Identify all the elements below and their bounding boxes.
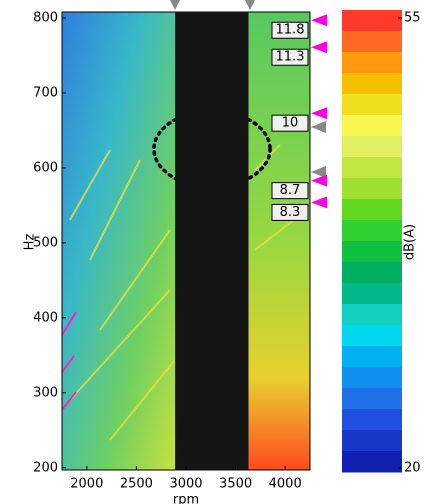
grey-marker	[170, 0, 180, 10]
x-tick-label: 4000	[269, 477, 302, 492]
colorbar-band	[342, 451, 402, 473]
order-streaks	[69, 144, 301, 441]
colorbar-tick-label: 55	[404, 11, 421, 26]
colorbar-band	[342, 31, 402, 53]
colorbar-band	[342, 325, 402, 347]
colorbar-tick-label: 20	[404, 461, 421, 476]
spectrum-right	[248, 12, 310, 470]
order-label: 8.7	[280, 183, 301, 198]
y-tick-label: 200	[33, 460, 58, 475]
spectrum-left	[62, 12, 175, 470]
order-marker	[311, 14, 327, 27]
y-tick-label: 600	[33, 160, 58, 175]
colorbar-band	[342, 388, 402, 410]
order-marker	[311, 107, 327, 120]
y-tick-label: 700	[33, 85, 58, 100]
order-label-box	[271, 114, 309, 132]
x-axis-label: rpm	[173, 493, 199, 504]
grey-marker	[245, 0, 255, 10]
colorbar-band	[342, 157, 402, 179]
colorbar-band	[342, 241, 402, 263]
order-label-box	[271, 21, 309, 39]
y-tick-label: 500	[33, 235, 58, 250]
colorbar-band	[342, 115, 402, 137]
x-tick-label: 3000	[169, 477, 202, 492]
colorbar-band	[342, 304, 402, 326]
colorbar-band	[342, 136, 402, 158]
colorbar-band	[342, 430, 402, 452]
order-label: 8.3	[280, 205, 301, 220]
colorbar-band	[342, 178, 402, 200]
colorbar-band	[342, 94, 402, 116]
order-label: 10	[282, 116, 299, 131]
order-label-box	[271, 48, 309, 66]
colorbar-band	[342, 52, 402, 74]
order-marker	[311, 196, 327, 209]
colorbar-band	[342, 283, 402, 305]
grey-marker	[311, 166, 326, 178]
y-tick-label: 300	[33, 385, 58, 400]
order-label-box	[271, 182, 309, 200]
colorbar-label: dB(A)	[403, 224, 418, 260]
y-axis-label: Hz	[23, 234, 38, 251]
colorbar-band	[342, 73, 402, 95]
order-label-box	[271, 203, 309, 221]
colorbar-band	[342, 409, 402, 431]
order-marker	[311, 41, 327, 54]
colorbar-band	[342, 367, 402, 389]
x-tick-label: 3500	[219, 477, 252, 492]
x-tick-label: 2000	[70, 477, 103, 492]
highlight-streaks	[61, 311, 77, 411]
colorbar-band	[342, 10, 402, 32]
masked-region	[175, 12, 249, 470]
y-tick-label: 800	[33, 10, 58, 25]
order-label: 11.3	[276, 50, 305, 65]
y-tick-label: 400	[33, 310, 58, 325]
x-tick-label: 2500	[120, 477, 153, 492]
grey-marker	[311, 121, 326, 133]
colorbar-band	[342, 220, 402, 242]
order-label: 11.8	[276, 23, 305, 38]
colorbar-band	[342, 199, 402, 221]
order-marker	[311, 174, 327, 187]
colorbar-band	[342, 262, 402, 284]
colorbar-band	[342, 346, 402, 368]
